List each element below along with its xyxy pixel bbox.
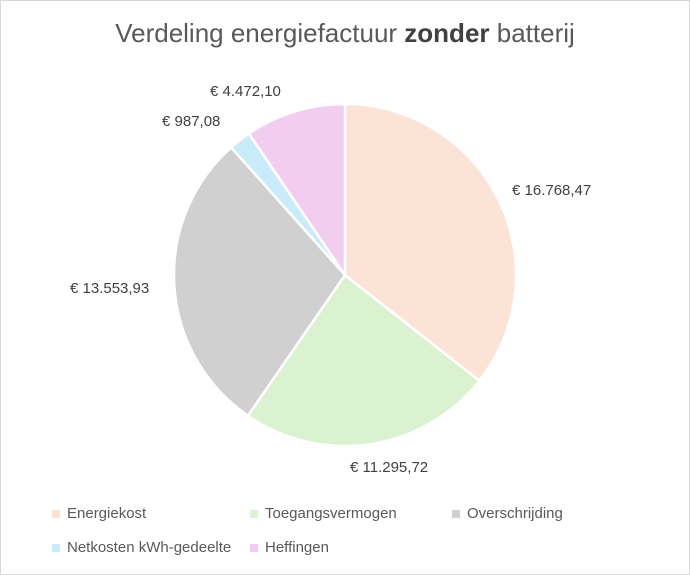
data-label: € 11.295,72 xyxy=(350,459,428,476)
data-label: € 16.768,47 xyxy=(512,182,591,199)
slice-heffingen xyxy=(247,102,347,277)
data-label: € 987,08 xyxy=(162,113,220,130)
legend-label: Toegangsvermogen xyxy=(265,505,397,522)
legend-label: Netkosten kWh-gedeelte xyxy=(67,539,232,556)
legend-item-energiekost: Energiekost xyxy=(52,505,146,522)
legend-item-heffingen: Heffingen xyxy=(250,539,329,556)
data-label: € 4.472,10 xyxy=(210,83,281,100)
legend-item-overschrijding: Overschrijding xyxy=(452,505,563,522)
legend-swatch xyxy=(52,543,60,552)
legend-swatch xyxy=(52,509,60,518)
legend-item-netkosten: Netkosten kWh-gedeelte xyxy=(52,539,231,556)
legend-label: Heffingen xyxy=(265,539,329,556)
chart-title: Verdeling energiefactuur zonder batterij xyxy=(115,18,575,48)
slice-energiekost xyxy=(343,102,518,383)
legend-label: Overschrijding xyxy=(467,505,563,522)
slice-overschrijding xyxy=(172,146,347,417)
legend-swatch xyxy=(452,509,460,518)
slice-toegangsvermogen xyxy=(246,273,481,448)
legend-label: Energiekost xyxy=(67,505,147,522)
data-label: € 13.553,93 xyxy=(70,280,149,297)
legend-swatch xyxy=(250,509,258,518)
legend-swatch xyxy=(250,543,258,552)
legend-item-toegangsvermogen: Toegangsvermogen xyxy=(250,505,397,522)
